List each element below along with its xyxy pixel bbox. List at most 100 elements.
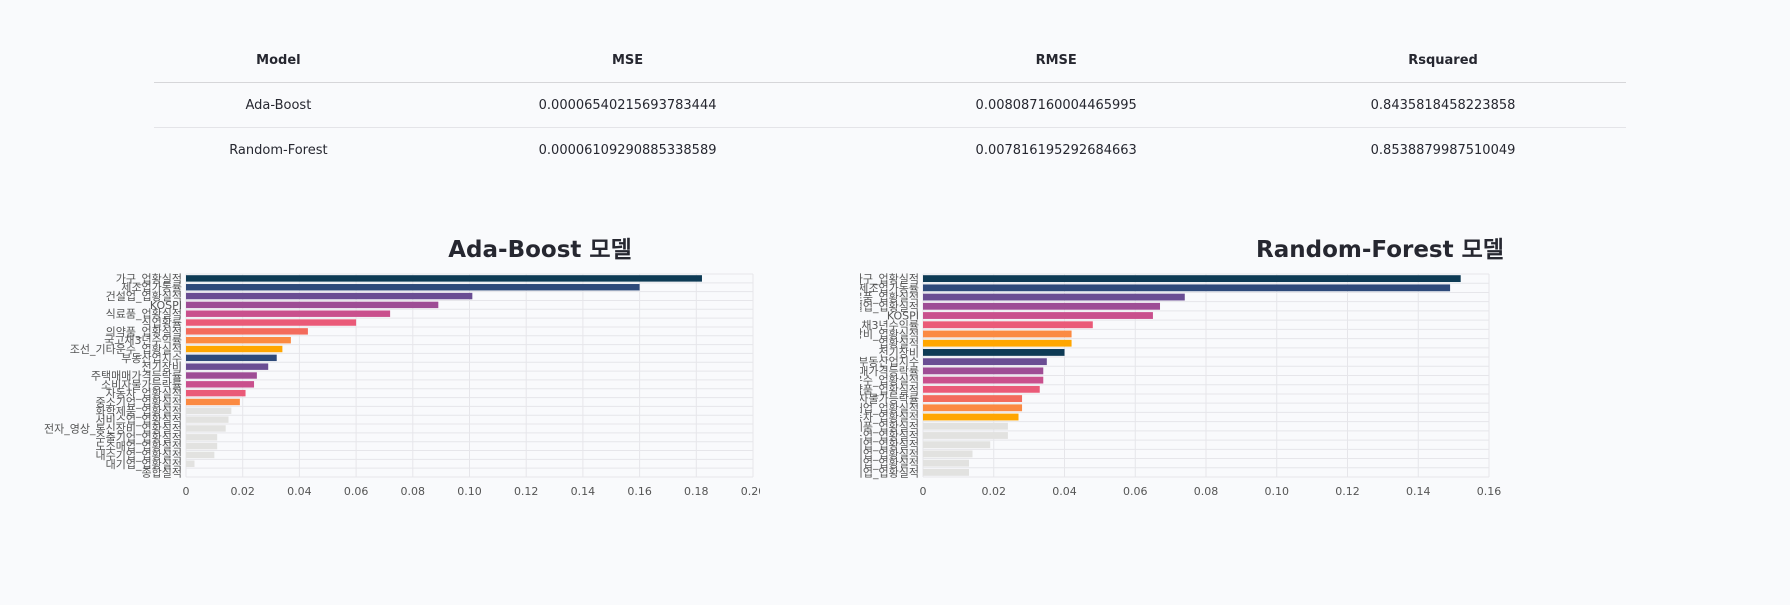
x-tick-label: 0: [920, 485, 927, 498]
cell-rmse: 0.008087160004465995: [852, 82, 1261, 128]
x-tick-label: 0.08: [401, 485, 426, 498]
x-tick-label: 0.04: [287, 485, 312, 498]
y-category-label: 가구_업황실적: [116, 272, 182, 285]
x-tick-label: 0.10: [1265, 485, 1290, 498]
bar: [923, 441, 991, 449]
x-tick-label: 0.08: [1194, 485, 1219, 498]
y-category-label: 대기업_업황실적: [106, 458, 182, 471]
table-header-row: Model MSE RMSE Rsquared: [154, 38, 1626, 83]
bar: [923, 459, 969, 467]
bar: [923, 468, 969, 476]
bar: [923, 330, 1072, 338]
y-category-label: 전기장비: [879, 346, 919, 359]
bar: [923, 404, 1023, 412]
y-category-label: 자동차_업황실적: [106, 387, 182, 400]
bar: [186, 319, 357, 326]
y-category-label: KOSPI: [150, 299, 182, 312]
y-category-label: 의약품_업황실적: [106, 324, 182, 338]
table-row: Random-Forest 0.00006109290885338589 0.0…: [154, 128, 1626, 173]
y-category-label: 화학제품_업황실적: [860, 420, 919, 433]
y-category-label: 의약품_업황실적: [860, 382, 919, 396]
bar: [923, 293, 1185, 301]
y-category-label: 주택매매가격등락률: [860, 365, 919, 378]
bar: [186, 442, 218, 450]
x-tick-label: 0.14: [1406, 485, 1431, 498]
bar: [186, 389, 246, 397]
x-tick-label: 0.14: [571, 485, 596, 498]
x-tick-label: 0.02: [230, 485, 255, 498]
bar: [923, 349, 1065, 356]
y-category-label: 주택매매가격등락률: [91, 370, 182, 383]
bar: [923, 284, 1451, 292]
grid: [185, 273, 754, 478]
bar: [923, 422, 1008, 430]
bar: [186, 328, 308, 335]
y-category-label: 전자_영상_통신장비_업황실적: [860, 328, 919, 341]
bar: [186, 336, 291, 344]
y-category-label: 부동산업지수: [121, 352, 182, 365]
bar: [923, 376, 1044, 384]
x-tick-label: 0.06: [344, 485, 369, 498]
x-tick-label: 0.20: [741, 485, 760, 498]
bar: [186, 310, 391, 317]
bar: [186, 407, 232, 415]
bar: [186, 425, 226, 432]
y-category-label: 조선_기타운수_업황실적: [860, 374, 919, 387]
bar: [923, 275, 1461, 283]
x-tick-label: 0.16: [1477, 485, 1502, 498]
bar: [186, 460, 195, 467]
header-rsquared: Rsquared: [1260, 38, 1626, 83]
y-category-label: 식업황률: [142, 317, 182, 330]
y-category-label: 조선_기타운수_업황실적: [70, 343, 182, 356]
y-category-label: 업황실적: [879, 337, 919, 350]
y-category-label: 제조업가동률: [860, 282, 919, 295]
bar: [186, 416, 229, 423]
bar: [923, 385, 1040, 393]
bar: [923, 312, 1153, 319]
bar: [186, 354, 277, 362]
x-tick-label: 0.16: [627, 485, 652, 498]
x-tick-label: 0.06: [1123, 485, 1148, 498]
bar: [923, 450, 973, 458]
header-rmse: RMSE: [852, 38, 1261, 83]
bar: [186, 292, 473, 300]
y-category-label: 서비스업_업황실적: [96, 414, 182, 427]
bar: [923, 339, 1072, 347]
y-category-label: 중소기업_업황실적: [860, 439, 919, 452]
y-category-label: 국고채3년수익률: [104, 334, 182, 347]
x-tick-label: 0.12: [514, 485, 539, 498]
y-category-label: 전기장비: [142, 361, 182, 374]
x-tick-label: 0.18: [684, 485, 709, 498]
y-category-label: 화학제품_업황실적: [96, 405, 182, 418]
y-category-label: 내수기업_업황실적: [96, 449, 182, 462]
bar: [186, 345, 283, 353]
bar: [186, 381, 255, 388]
y-category-label: 건설업_업황실적: [860, 300, 919, 313]
y-category-label: 식료품_업황실적: [106, 308, 182, 321]
header-mse: MSE: [402, 38, 853, 83]
y-category-label: 건설업_업황실적: [106, 290, 182, 303]
bar: [186, 434, 218, 441]
y-category-label: 도소매업_업황실적: [96, 440, 182, 453]
y-category-label: 전자_영상_통신장비_업황실적: [44, 422, 182, 435]
bar: [923, 358, 1047, 366]
bar: [923, 395, 1023, 402]
x-tick-label: 0.10: [457, 485, 482, 498]
x-tick-label: 0.12: [1335, 485, 1360, 498]
cell-model: Random-Forest: [229, 142, 328, 158]
y-category-label: 수출기업_업황실적: [96, 431, 182, 444]
cell-rmse: 0.007816195292684663: [975, 142, 1137, 158]
ada-boost-chart: 0 0.02 0.04 0.06 0.08 0.10 0.12 0.14 0.16 0.18 0.2…: [44, 272, 760, 498]
bar: [923, 413, 1019, 421]
metrics-table: Model MSE RMSE Rsquared Ada-Boost 0.0000…: [154, 38, 1626, 172]
y-category-label: 부동산업지수: [860, 356, 919, 369]
x-tick-label: 0.02: [982, 485, 1007, 498]
y-category-label: 종합실적: [142, 467, 182, 480]
y-category-label: 내수기업_업황실적: [860, 466, 919, 479]
cell-mse: 0.00006109290885338589: [538, 142, 717, 158]
y-category-label: 국고채3년수익률: [860, 319, 919, 332]
bar: [923, 302, 1161, 310]
y-category-label: 대기업_업황실적: [860, 457, 919, 470]
y-category-label: 소비자물가등락률: [101, 378, 182, 391]
cell-model: Ada-Boost: [154, 82, 403, 128]
